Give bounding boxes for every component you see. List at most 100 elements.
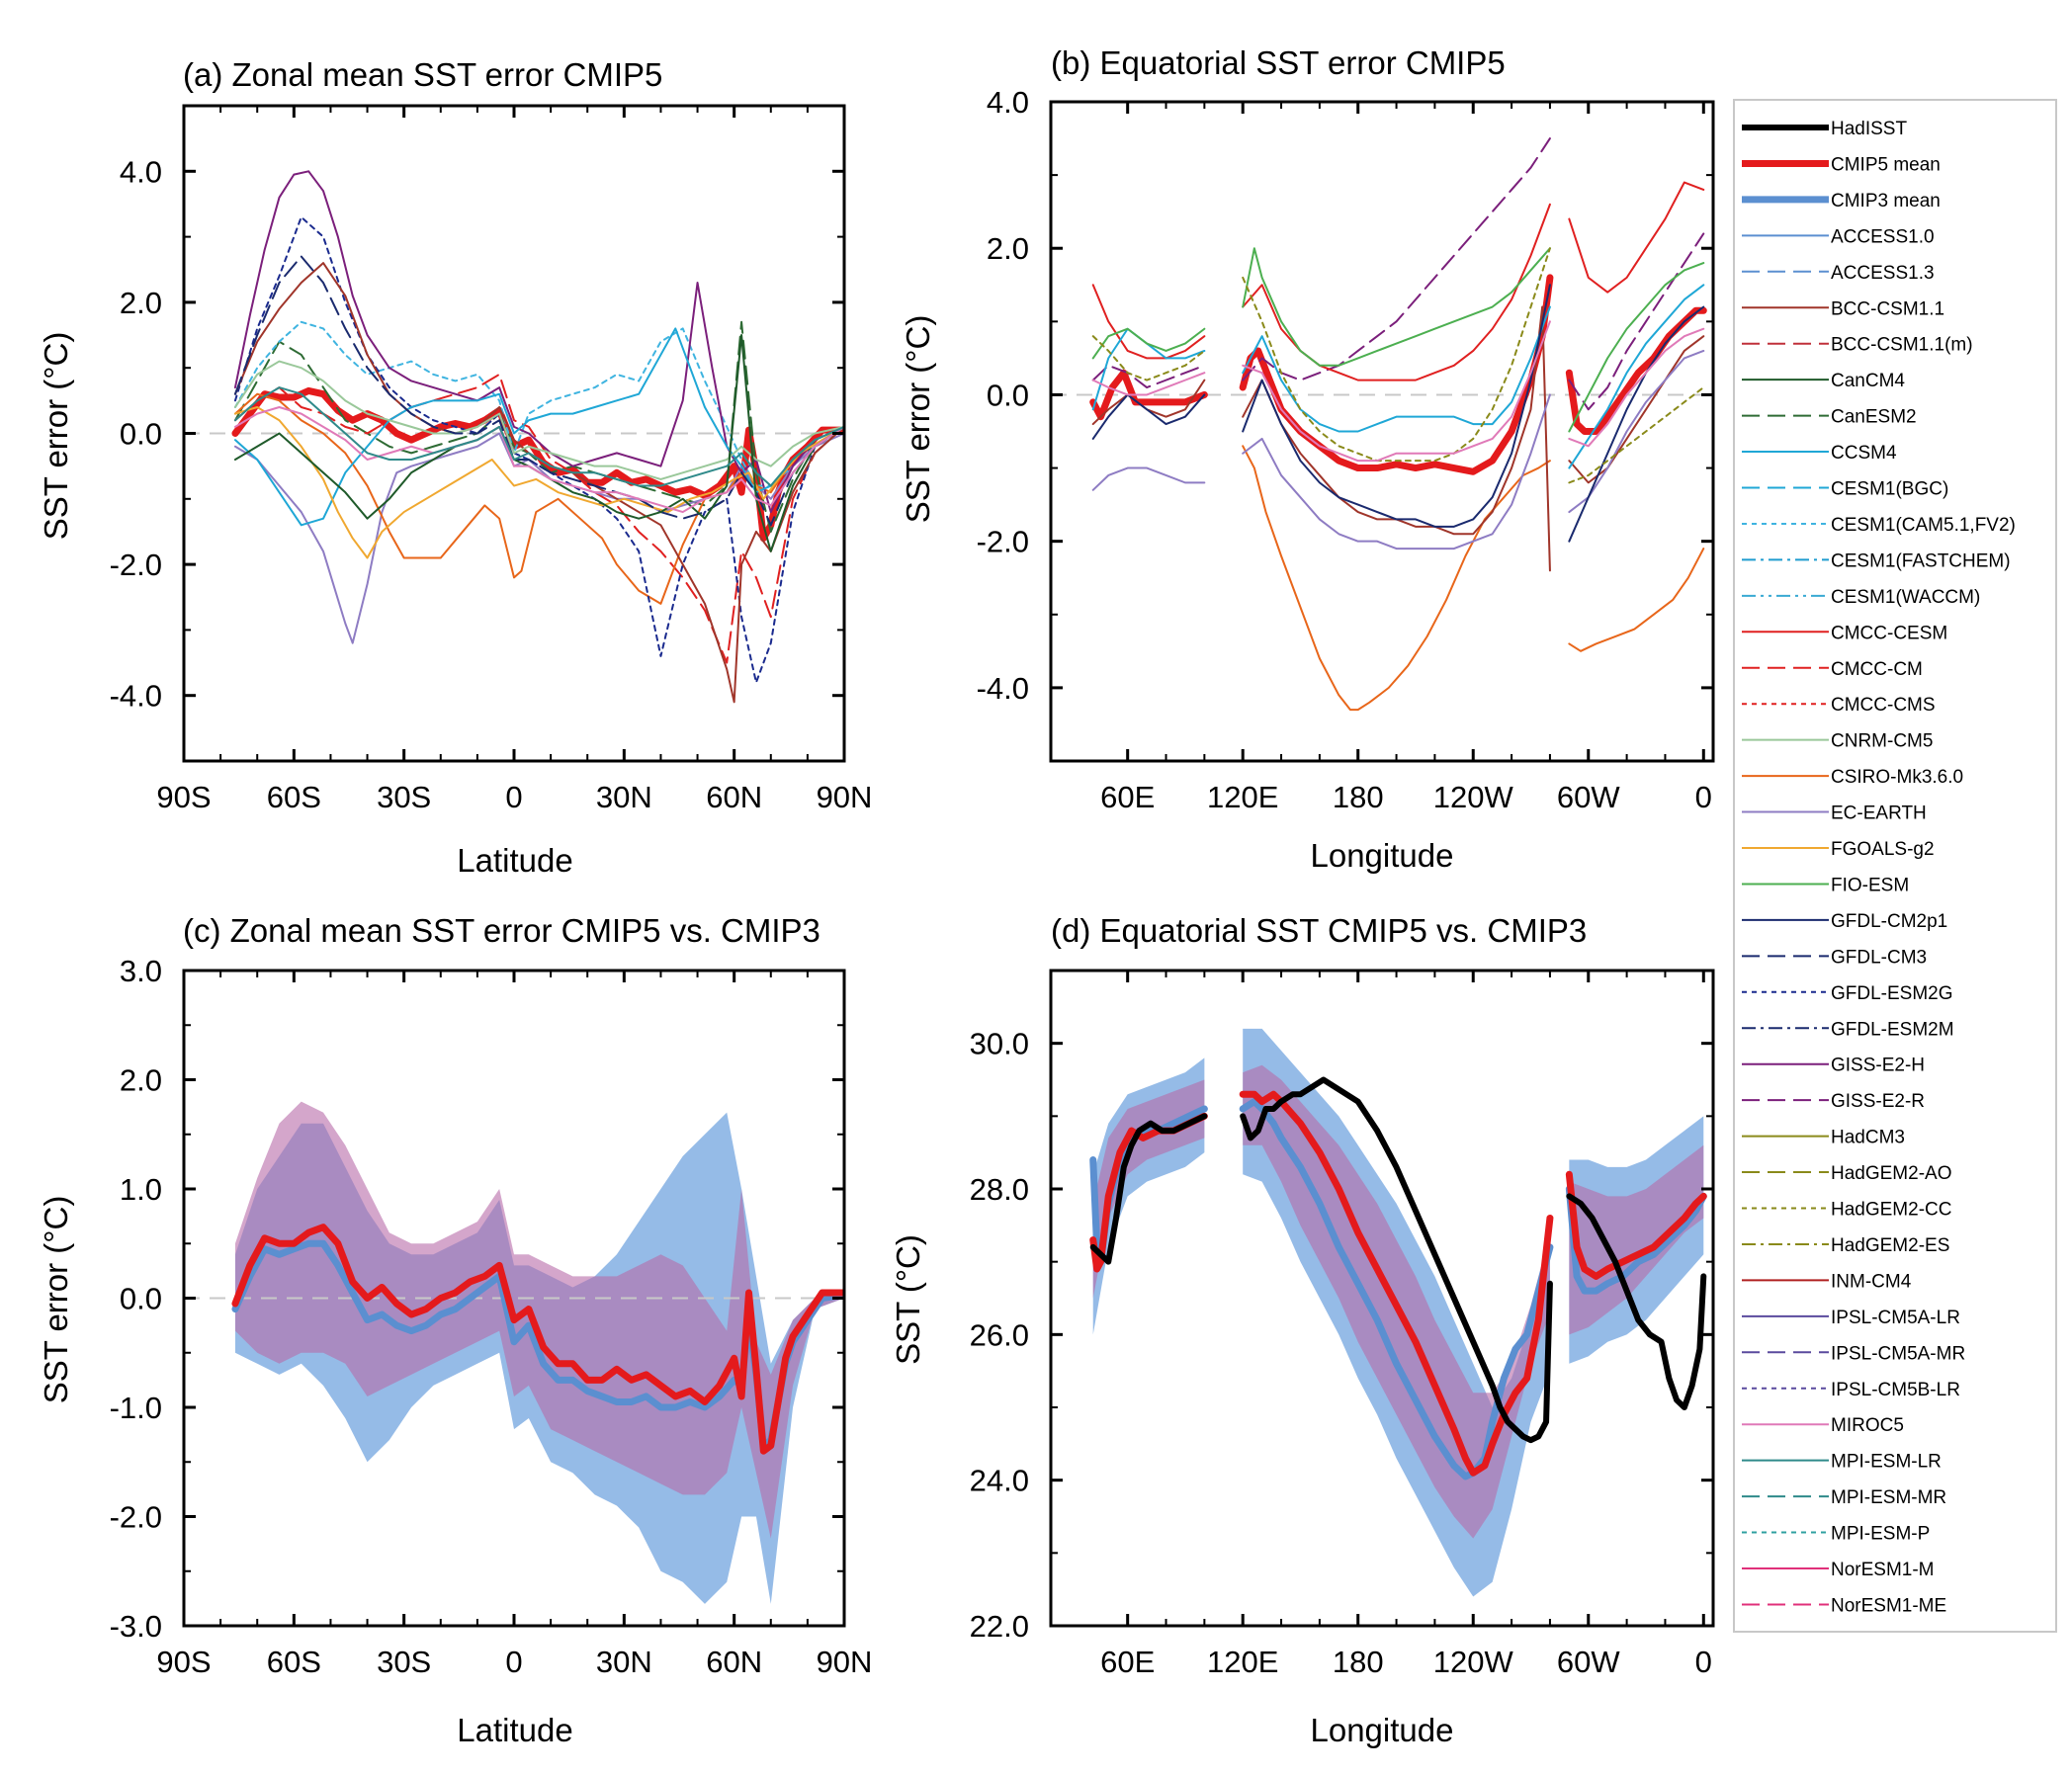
legend-label: HadGEM2-ES bbox=[1831, 1235, 1949, 1256]
x-tick-label: 90S bbox=[156, 1645, 211, 1679]
panel-b-ylabel: SST error (°C) bbox=[900, 315, 936, 524]
y-tick-label: -2.0 bbox=[110, 1500, 162, 1535]
legend-item-hadisst: HadISST bbox=[1742, 119, 1907, 139]
y-tick-label: 0.0 bbox=[987, 378, 1029, 412]
y-tick-label: 0.0 bbox=[120, 1282, 162, 1316]
panel-d-equatorial-sst-cmip5-vs-cmip3: (d) Equatorial SST CMIP5 vs. CMIP3 SST (… bbox=[890, 912, 1715, 1748]
y-tick-label: 4.0 bbox=[987, 85, 1029, 120]
x-tick-label: 0 bbox=[1695, 1645, 1712, 1679]
y-tick-label: -1.0 bbox=[110, 1391, 162, 1425]
legend-label: MIROC5 bbox=[1831, 1415, 1904, 1436]
legend-item-cmcc-cesm: CMCC-CESM bbox=[1742, 623, 1947, 643]
legend-item-cnrm-cm5: CNRM-CM5 bbox=[1742, 731, 1933, 752]
legend-item-cmcc-cm: CMCC-CM bbox=[1742, 659, 1923, 680]
series-b-fio-esm-seg-1 bbox=[1242, 247, 1551, 367]
series-b-ec-earth-seg-0 bbox=[1091, 466, 1206, 491]
legend-item-bcc-csm1-1: BCC-CSM1.1 bbox=[1742, 298, 1944, 319]
legend: HadISST CMIP5 mean CMIP3 mean ACCESS1.0 ACCE… bbox=[1733, 99, 2057, 1633]
x-tick-label: 120W bbox=[1433, 780, 1514, 814]
y-tick-label: 2.0 bbox=[987, 231, 1029, 266]
panel-b-title: (b) Equatorial SST error CMIP5 bbox=[1051, 44, 1506, 81]
legend-item-cmip3-mean: CMIP3 mean bbox=[1742, 191, 1941, 211]
legend-label: CNRM-CM5 bbox=[1831, 731, 1933, 752]
y-tick-label: 1.0 bbox=[120, 1172, 162, 1207]
y-tick-label: -3.0 bbox=[110, 1609, 162, 1644]
x-tick-label: 60S bbox=[267, 1645, 321, 1679]
legend-item-ipsl-cm5a-lr: IPSL-CM5A-LR bbox=[1742, 1308, 1960, 1328]
legend-label: HadISST bbox=[1831, 119, 1907, 139]
panel-a-plot-area: 90S 60S 30S 0 30N 60N 90N -4.0 -2.0 0.0 2.0 4.0 bbox=[110, 104, 873, 814]
legend-label: INM-CM4 bbox=[1831, 1271, 1912, 1292]
legend-label: GISS-E2-R bbox=[1831, 1091, 1925, 1112]
panel-c-ylabel: SST error (°C) bbox=[38, 1196, 74, 1404]
y-tick-label: 4.0 bbox=[120, 154, 162, 189]
legend-label: GFDL-CM2p1 bbox=[1831, 911, 1947, 932]
legend-label: IPSL-CM5A-MR bbox=[1831, 1343, 1965, 1364]
series-d-cmip3-mean-seg-1 bbox=[1239, 1098, 1554, 1480]
legend-item-bcc-csm1-1-m-: BCC-CSM1.1(m) bbox=[1742, 335, 1973, 356]
series-b-fio-esm-seg-2 bbox=[1568, 262, 1705, 433]
panel-d-data-layer bbox=[1089, 1028, 1707, 1597]
band-c-1-seg-0 bbox=[234, 1101, 844, 1539]
panel-b-data-layer bbox=[1051, 137, 1713, 712]
legend-item-access1-0: ACCESS1.0 bbox=[1742, 226, 1935, 247]
x-tick-label: 90N bbox=[817, 1645, 873, 1679]
x-tick-label: 120E bbox=[1207, 780, 1278, 814]
panel-a-data-layer bbox=[184, 170, 844, 704]
legend-item-ipsl-cm5b-lr: IPSL-CM5B-LR bbox=[1742, 1380, 1960, 1400]
x-tick-label: 0 bbox=[1695, 780, 1712, 814]
x-tick-label: 90S bbox=[156, 780, 211, 814]
legend-item-miroc5: MIROC5 bbox=[1742, 1415, 1904, 1436]
legend-label: NorESM1-M bbox=[1831, 1560, 1935, 1580]
series-b-gfdl-cm2p1-seg-0 bbox=[1091, 393, 1206, 440]
x-tick-label: 0 bbox=[505, 780, 522, 814]
legend-item-cesm1-fastchem-: CESM1(FASTCHEM) bbox=[1742, 550, 2011, 571]
series-a-gfdl-cm3-seg-0 bbox=[233, 255, 844, 527]
band-d-1-seg-0 bbox=[1092, 1079, 1205, 1299]
series-b-miroc5-seg-0 bbox=[1091, 372, 1206, 396]
panel-a-title: (a) Zonal mean SST error CMIP5 bbox=[183, 56, 662, 93]
y-tick-label: 26.0 bbox=[970, 1317, 1029, 1352]
series-b-cmip5-mean-seg-0 bbox=[1089, 369, 1208, 421]
legend-label: CESM1(BGC) bbox=[1831, 479, 1948, 500]
y-tick-label: 2.0 bbox=[120, 286, 162, 320]
legend-item-mpi-esm-lr: MPI-ESM-LR bbox=[1742, 1452, 1942, 1473]
x-tick-label: 60E bbox=[1100, 780, 1155, 814]
legend-item-mpi-esm-p: MPI-ESM-P bbox=[1742, 1524, 1930, 1545]
legend-label: CMCC-CMS bbox=[1831, 695, 1936, 716]
legend-item-giss-e2-r: GISS-E2-R bbox=[1742, 1091, 1925, 1112]
series-d-cmip5-mean-seg-2 bbox=[1565, 1170, 1707, 1280]
panel-d-ylabel: SST (°C) bbox=[890, 1234, 926, 1365]
legend-item-cancm4: CanCM4 bbox=[1742, 371, 1905, 391]
panel-d-xlabel: Longitude bbox=[1311, 1712, 1454, 1748]
x-tick-label: 60W bbox=[1557, 1645, 1620, 1679]
y-tick-label: 28.0 bbox=[970, 1172, 1029, 1207]
x-tick-label: 30N bbox=[596, 780, 652, 814]
legend-item-cesm1-waccm-: CESM1(WACCM) bbox=[1742, 587, 1980, 608]
legend-item-ec-earth: EC-EARTH bbox=[1742, 803, 1927, 824]
legend-item-fio-esm: FIO-ESM bbox=[1742, 875, 1909, 895]
legend-item-access1-3: ACCESS1.3 bbox=[1742, 263, 1935, 284]
legend-label: CMCC-CM bbox=[1831, 659, 1923, 680]
x-tick-label: 90N bbox=[817, 780, 873, 814]
series-b-giss-e2-r-seg-1 bbox=[1242, 137, 1551, 381]
legend-label: CMCC-CESM bbox=[1831, 623, 1947, 643]
panel-d-frame bbox=[1049, 969, 1715, 1628]
legend-label: FGOALS-g2 bbox=[1831, 839, 1935, 860]
series-a-csiro-mk3-6-0-seg-0 bbox=[233, 392, 844, 605]
series-a-cnrm-cm5-seg-0 bbox=[233, 360, 844, 480]
series-b-gfdl-cm2p1-seg-2 bbox=[1568, 305, 1705, 543]
panel-c-xlabel: Latitude bbox=[457, 1712, 572, 1748]
legend-item-ipsl-cm5a-mr: IPSL-CM5A-MR bbox=[1742, 1343, 1965, 1364]
legend-item-noresm1-m: NorESM1-M bbox=[1742, 1560, 1935, 1580]
series-a-miroc5-seg-0 bbox=[233, 405, 844, 514]
legend-item-gfdl-esm2m: GFDL-ESM2M bbox=[1742, 1019, 1954, 1040]
panel-c-zonal-mean-cmip5-vs-cmip3: (c) Zonal mean SST error CMIP5 vs. CMIP3… bbox=[38, 912, 872, 1748]
legend-item-giss-e2-h: GISS-E2-H bbox=[1742, 1056, 1925, 1076]
legend-label: FIO-ESM bbox=[1831, 875, 1909, 895]
x-tick-label: 120E bbox=[1207, 1645, 1278, 1679]
panel-d-title: (d) Equatorial SST CMIP5 vs. CMIP3 bbox=[1051, 912, 1587, 949]
series-b-hadgem2-cc-seg-0 bbox=[1091, 335, 1206, 381]
legend-label: HadGEM2-CC bbox=[1831, 1200, 1951, 1221]
legend-label: CCSM4 bbox=[1831, 443, 1897, 464]
